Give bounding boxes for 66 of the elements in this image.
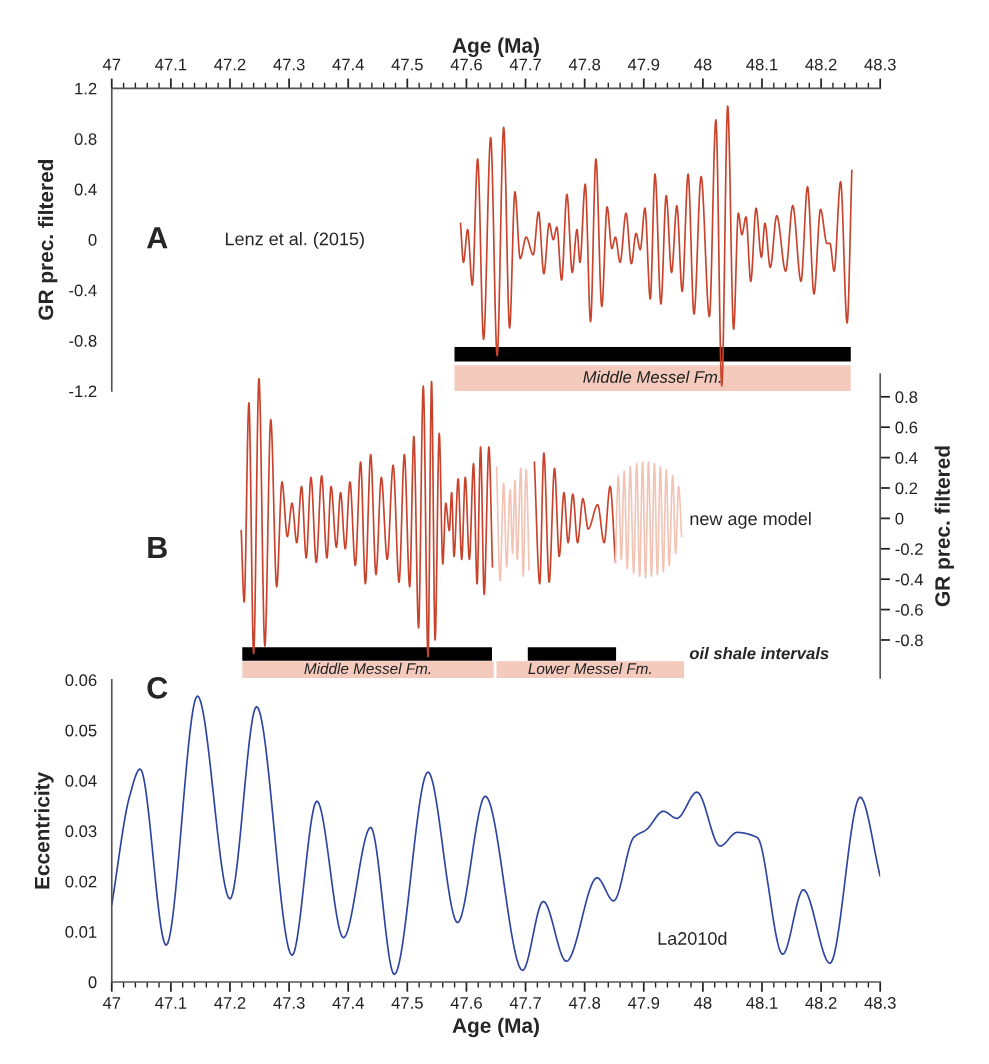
y2-tick-label: 0.6 bbox=[895, 421, 918, 434]
annotation: C bbox=[147, 677, 168, 699]
x-tick-label: 47 bbox=[102, 997, 121, 1009]
y-tick-label: 0.4 bbox=[74, 183, 97, 196]
x-tick-label: 48.2 bbox=[805, 996, 837, 1009]
y2-tick-label: -0.8 bbox=[895, 634, 923, 647]
x-tick-label: 47.9 bbox=[627, 996, 660, 1009]
y2-tick-label: 0 bbox=[895, 512, 904, 525]
x-tick-label: 48.3 bbox=[864, 996, 896, 1009]
x-tick-label: 47.2 bbox=[214, 996, 246, 1009]
y-tick-label: 0.8 bbox=[74, 133, 97, 145]
y2-axis-title: GR prec. filtered bbox=[934, 446, 955, 607]
y-axis-title: GR prec. filtered bbox=[37, 159, 58, 320]
x-tick-label: 47.9 bbox=[627, 58, 660, 71]
y-tick-label: 0 bbox=[88, 976, 97, 989]
x-axis-title: Age (Ma) bbox=[452, 1017, 539, 1038]
y-tick-label: -0.4 bbox=[69, 284, 97, 297]
x-tick-label: 47.6 bbox=[450, 58, 482, 71]
band-label: Middle Messel Fm. bbox=[304, 662, 431, 675]
y2-tick-label: 0.4 bbox=[895, 451, 918, 464]
x-tick-label: 48 bbox=[693, 58, 712, 71]
x-tick-label: 47 bbox=[102, 58, 121, 71]
x-tick-label: 47.3 bbox=[273, 58, 305, 71]
y-tick-label: 0.03 bbox=[65, 825, 97, 838]
y-tick-label: 0.02 bbox=[65, 875, 97, 888]
x-tick-label: 48 bbox=[693, 996, 712, 1009]
x-tick-label: 47.2 bbox=[214, 58, 246, 71]
y-tick-label: 0 bbox=[88, 234, 97, 246]
x-tick-label: 47.3 bbox=[273, 996, 305, 1009]
x-tick-label: 47.5 bbox=[391, 58, 423, 71]
y-tick-label: -0.8 bbox=[69, 334, 97, 347]
y-tick-label: 0.04 bbox=[65, 774, 97, 787]
x-tick-label: 48.3 bbox=[864, 58, 896, 71]
y2-tick-label: -0.6 bbox=[895, 603, 923, 616]
x-tick-label: 47.4 bbox=[332, 58, 364, 71]
x-tick-label: 47.7 bbox=[509, 997, 541, 1009]
x-tick-label: 47.7 bbox=[509, 58, 541, 71]
annotation: oil shale intervals bbox=[689, 647, 829, 660]
x-tick-label: 47.8 bbox=[568, 996, 601, 1009]
y-tick-label: 1.2 bbox=[75, 82, 97, 95]
x-tick-label: 48.1 bbox=[746, 996, 778, 1009]
annotation: La2010d bbox=[658, 931, 727, 945]
y-tick-label: 0.05 bbox=[65, 724, 97, 737]
y2-tick-label: 0.2 bbox=[895, 482, 918, 495]
y2-tick-label: -0.4 bbox=[895, 573, 924, 586]
x-tick-label: 47.4 bbox=[332, 997, 364, 1009]
x-tick-label: 47.6 bbox=[450, 996, 482, 1009]
band-label: Lower Messel Fm. bbox=[528, 662, 651, 675]
x-tick-label: 47.1 bbox=[155, 58, 187, 71]
annotation: Lenz et al. (2015) bbox=[225, 232, 364, 249]
y-tick-label: 0.06 bbox=[65, 674, 97, 687]
x-axis-title: Age (Ma) bbox=[452, 37, 539, 58]
y-tick-label: -1.2 bbox=[69, 385, 97, 398]
y-axis-title: Eccentricity bbox=[34, 771, 54, 889]
annotation: A bbox=[146, 227, 168, 249]
x-tick-label: 48.1 bbox=[746, 58, 778, 71]
x-tick-label: 48.2 bbox=[805, 58, 837, 71]
x-tick-label: 47.1 bbox=[155, 997, 187, 1009]
band-label: Middle Messel Fm. bbox=[583, 370, 721, 383]
x-tick-label: 47.8 bbox=[568, 58, 601, 71]
x-tick-label: 47.5 bbox=[391, 997, 423, 1009]
y2-tick-label: -0.2 bbox=[895, 543, 923, 555]
annotation: new age model bbox=[690, 511, 811, 529]
y2-tick-label: 0.8 bbox=[895, 391, 918, 403]
y-tick-label: 0.01 bbox=[65, 926, 97, 938]
annotation: B bbox=[148, 536, 167, 558]
